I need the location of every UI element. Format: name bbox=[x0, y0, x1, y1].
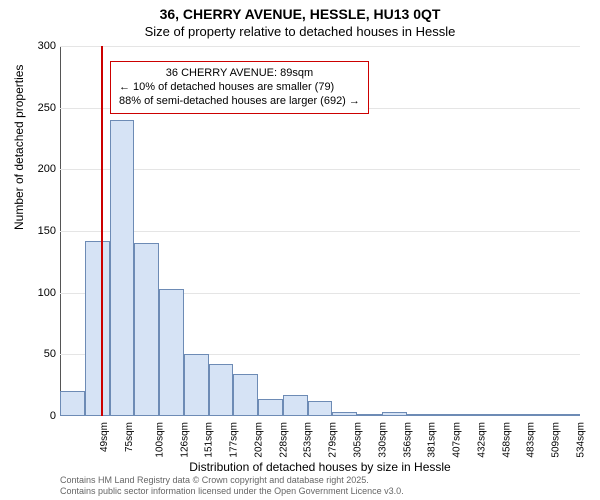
marker-line bbox=[101, 46, 103, 416]
histogram-bar bbox=[60, 391, 85, 416]
x-tick-label: 534sqm bbox=[575, 422, 586, 458]
histogram-bar bbox=[357, 414, 382, 416]
histogram-bar bbox=[456, 414, 481, 416]
x-tick-label: 381sqm bbox=[427, 422, 438, 458]
x-tick-label: 356sqm bbox=[402, 422, 413, 458]
x-tick-label: 458sqm bbox=[501, 422, 512, 458]
gridline bbox=[60, 169, 580, 170]
x-tick-label: 228sqm bbox=[278, 422, 289, 458]
histogram-bar bbox=[134, 243, 159, 416]
x-tick-label: 483sqm bbox=[526, 422, 537, 458]
histogram-bar bbox=[85, 241, 110, 416]
gridline bbox=[60, 46, 580, 47]
histogram-bar bbox=[308, 401, 333, 416]
x-tick-label: 253sqm bbox=[303, 422, 314, 458]
histogram-bar bbox=[431, 414, 456, 416]
y-tick-label: 100 bbox=[16, 287, 56, 299]
x-tick-label: 177sqm bbox=[229, 422, 240, 458]
x-tick-label: 100sqm bbox=[154, 422, 165, 458]
y-axis-label: Number of detached properties bbox=[12, 65, 26, 230]
chart-container: 36, CHERRY AVENUE, HESSLE, HU13 0QT Size… bbox=[0, 0, 600, 500]
y-tick-label: 0 bbox=[16, 410, 56, 422]
annotation-line: ← 10% of detached houses are smaller (79… bbox=[119, 81, 360, 95]
attribution-line1: Contains HM Land Registry data © Crown c… bbox=[60, 475, 369, 485]
y-tick-label: 250 bbox=[16, 102, 56, 114]
histogram-bar bbox=[506, 414, 531, 416]
annotation-line: 36 CHERRY AVENUE: 89sqm bbox=[119, 67, 360, 81]
histogram-bar bbox=[258, 399, 283, 416]
y-tick-label: 50 bbox=[16, 348, 56, 360]
gridline bbox=[60, 231, 580, 232]
histogram-bar bbox=[530, 414, 555, 416]
histogram-bar bbox=[332, 412, 357, 416]
histogram-bar bbox=[555, 414, 580, 416]
histogram-bar bbox=[110, 120, 135, 416]
x-tick-label: 407sqm bbox=[452, 422, 463, 458]
histogram-bar bbox=[184, 354, 209, 416]
histogram-bar bbox=[382, 412, 407, 416]
annotation-box: 36 CHERRY AVENUE: 89sqm← 10% of detached… bbox=[110, 61, 369, 114]
histogram-bar bbox=[481, 414, 506, 416]
y-tick-label: 150 bbox=[16, 225, 56, 237]
chart-title: 36, CHERRY AVENUE, HESSLE, HU13 0QT bbox=[0, 0, 600, 24]
annotation-line: 88% of semi-detached houses are larger (… bbox=[119, 95, 360, 109]
histogram-bar bbox=[283, 395, 308, 416]
histogram-bar bbox=[407, 414, 432, 416]
y-tick-label: 300 bbox=[16, 40, 56, 52]
histogram-bar bbox=[159, 289, 184, 416]
x-axis-label: Distribution of detached houses by size … bbox=[60, 460, 580, 474]
plot-area: 36 CHERRY AVENUE: 89sqm← 10% of detached… bbox=[60, 46, 580, 416]
y-tick-label: 200 bbox=[16, 163, 56, 175]
x-tick-label: 509sqm bbox=[551, 422, 562, 458]
x-tick-label: 330sqm bbox=[377, 422, 388, 458]
histogram-bar bbox=[209, 364, 234, 416]
x-tick-label: 279sqm bbox=[328, 422, 339, 458]
attribution-text: Contains HM Land Registry data © Crown c… bbox=[60, 475, 404, 496]
chart-subtitle: Size of property relative to detached ho… bbox=[0, 24, 600, 40]
x-tick-label: 151sqm bbox=[204, 422, 215, 458]
attribution-line2: Contains public sector information licen… bbox=[60, 486, 404, 496]
histogram-bar bbox=[233, 374, 258, 416]
x-tick-label: 49sqm bbox=[99, 422, 110, 452]
x-tick-label: 75sqm bbox=[124, 422, 135, 452]
x-tick-label: 126sqm bbox=[179, 422, 190, 458]
x-tick-label: 202sqm bbox=[254, 422, 265, 458]
x-tick-label: 305sqm bbox=[353, 422, 364, 458]
x-tick-label: 432sqm bbox=[476, 422, 487, 458]
